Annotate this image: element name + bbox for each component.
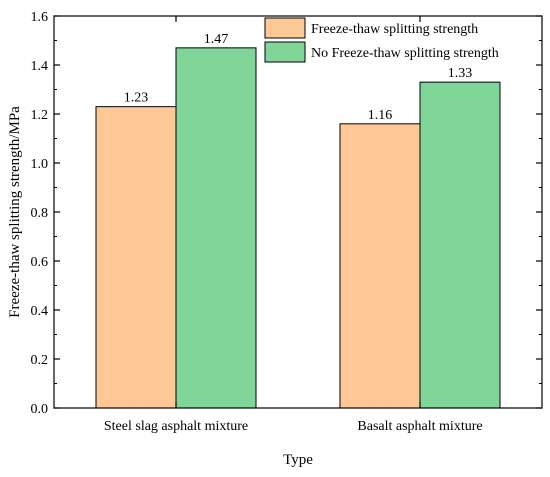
bar-no-freeze-thaw (175, 47, 257, 409)
data-labels-layer: 1.23 1.47 1.16 1.33 (124, 32, 473, 123)
y-tick-label: 0.8 (31, 206, 49, 221)
y-tick-label: 1.0 (31, 157, 49, 172)
bar-value-label: 1.23 (124, 91, 149, 106)
legend-label: Freeze-thaw splitting strength (311, 22, 478, 37)
x-tick-label: Steel slag asphalt mixture (104, 419, 248, 434)
bar-freeze-thaw (339, 123, 421, 409)
bar-no-freeze-thaw (419, 81, 501, 409)
legend: Freeze-thaw splitting strength No Freeze-… (264, 17, 499, 63)
bar-value-label: 1.47 (204, 32, 229, 47)
x-tick-label: Basalt asphalt mixture (357, 419, 482, 434)
legend-swatch (264, 41, 306, 63)
bar-value-label: 1.33 (448, 66, 473, 81)
x-axis: Steel slag asphalt mixture Basalt asphalt… (104, 16, 483, 434)
x-axis-title: Type (283, 452, 313, 468)
y-tick-label: 1.6 (31, 10, 49, 25)
y-tick-label: 1.4 (31, 59, 49, 74)
bars-layer (95, 47, 501, 409)
y-tick-label: 0.6 (31, 255, 49, 270)
legend-swatch (264, 17, 306, 39)
bar-value-label: 1.16 (368, 108, 393, 123)
y-tick-label: 0.4 (31, 304, 49, 319)
y-tick-label: 1.2 (31, 108, 49, 123)
y-axis-title: Freeze-thaw splitting strength/MPa (7, 106, 23, 318)
y-axis: 0.0 0.2 0.4 0.6 0.8 1.0 1.2 1.4 1.6 (31, 10, 542, 417)
y-tick-label: 0.2 (31, 353, 49, 368)
legend-label: No Freeze-thaw splitting strength (311, 46, 499, 61)
y-tick-label: 0.0 (31, 402, 49, 417)
bar-freeze-thaw (95, 106, 177, 409)
